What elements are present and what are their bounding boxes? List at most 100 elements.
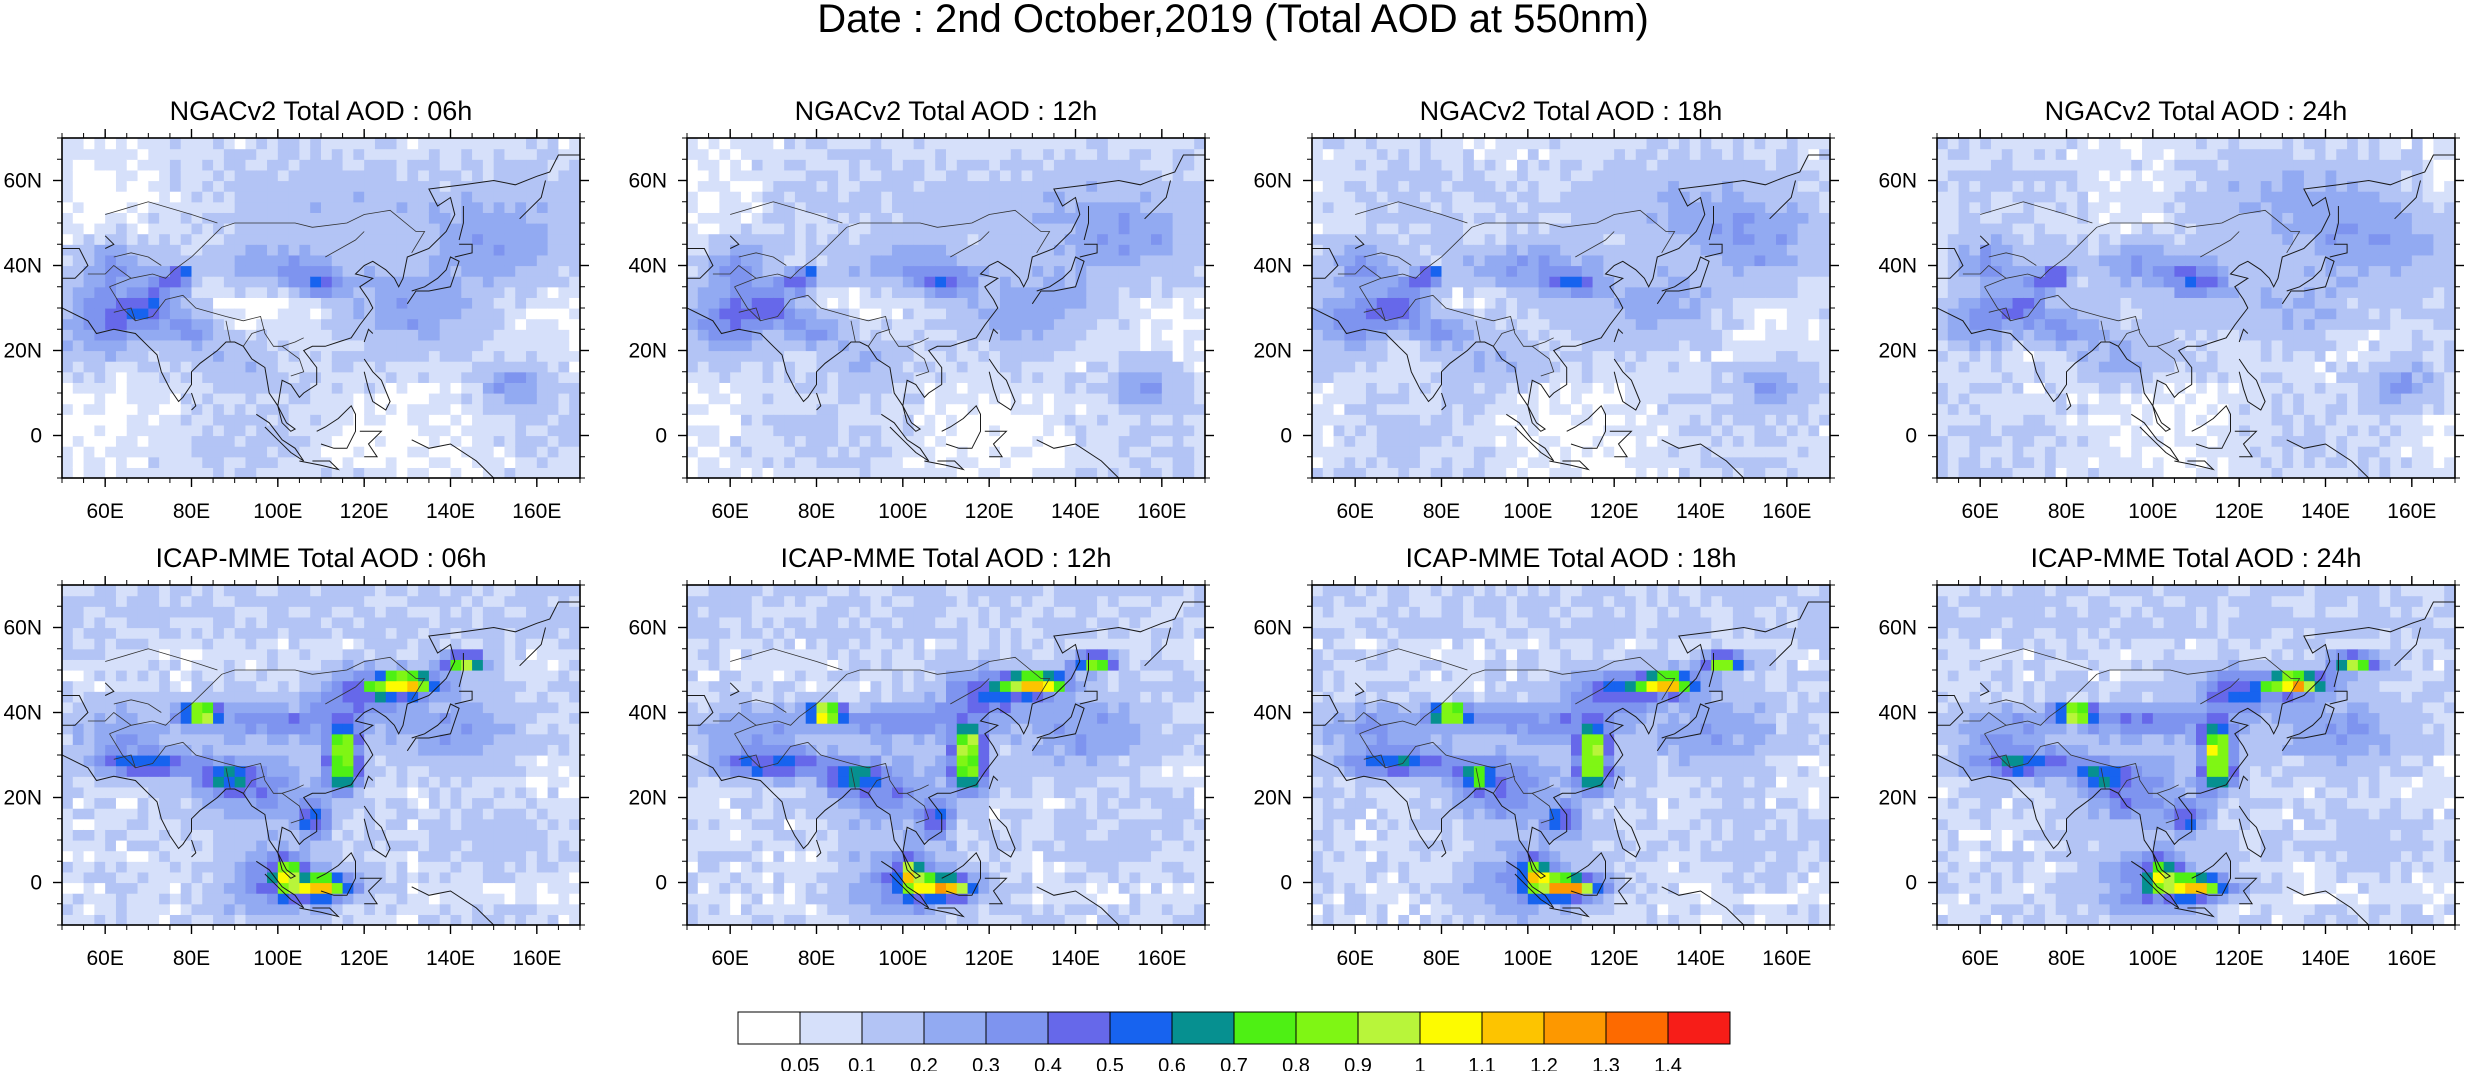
lon-tick-label: 100E <box>878 947 927 970</box>
colorbar-label: 0.7 <box>1220 1055 1248 1071</box>
lat-tick-label: 40N <box>3 255 42 278</box>
lon-tick-label: 120E <box>965 947 1014 970</box>
lat-tick-label: 60N <box>628 170 667 193</box>
country-borders <box>1962 648 2301 824</box>
lon-tick-label: 80E <box>2048 947 2085 970</box>
lon-tick-label: 100E <box>878 500 927 523</box>
lon-tick-label: 160E <box>1137 947 1186 970</box>
lon-tick-label: 160E <box>2387 500 2436 523</box>
colorbar-label: 0.6 <box>1158 1055 1186 1071</box>
aod-field <box>62 585 580 925</box>
map-panel-icap-mme-2: ICAP-MME Total AOD : 12h 60E 80E 100E 120E 14… <box>628 543 1214 970</box>
lat-tick-label: 60N <box>3 170 42 193</box>
colorbar-swatch <box>799 1011 863 1045</box>
lat-tick-label: 60N <box>1253 170 1292 193</box>
colorbar-label: 1 <box>1414 1055 1425 1071</box>
lat-tick-label: 20N <box>628 787 667 810</box>
lat-tick-label: 60N <box>628 617 667 640</box>
lat-tick-label: 0 <box>1905 425 1917 448</box>
colorbar-label: 1.3 <box>1592 1055 1620 1071</box>
lon-tick-label: 160E <box>512 500 561 523</box>
colorbar-swatch <box>737 1011 801 1045</box>
colorbar-swatch <box>1419 1011 1483 1045</box>
figure-title: Date : 2nd October,2019 (Total AOD at 55… <box>817 0 1649 41</box>
lon-tick-label: 140E <box>1676 947 1725 970</box>
lon-tick-label: 140E <box>426 500 475 523</box>
colorbar-label: 0.05 <box>781 1055 820 1071</box>
lon-tick-label: 140E <box>2301 947 2350 970</box>
map-panel-icap-mme-4: ICAP-MME Total AOD : 24h 60E 80E 100E 120E 14… <box>1878 543 2464 970</box>
panel-title: ICAP-MME Total AOD : 06h <box>155 543 486 573</box>
lat-tick-label: 0 <box>1905 872 1917 895</box>
colorbar: 0.05 0.1 0.2 0.3 0.4 0.5 0.6 0.7 0.8 0.9 1 1.1 1.2 1.… <box>737 1011 1731 1071</box>
lon-tick-label: 80E <box>173 500 210 523</box>
colorbar-label: 0.8 <box>1282 1055 1310 1071</box>
coastlines <box>62 154 580 478</box>
aod-field <box>1312 138 1830 478</box>
country-borders <box>1337 648 1676 824</box>
lat-tick-label: 20N <box>1253 787 1292 810</box>
map-panel-ngacv2-1: NGACv2 Total AOD : 06h 60E 80E 100E 120E 140E… <box>3 96 589 523</box>
lat-tick-label: 40N <box>3 702 42 725</box>
aod-field <box>687 585 1205 925</box>
aod-field <box>1937 138 2455 478</box>
aod-field <box>62 138 580 478</box>
country-borders <box>87 201 426 377</box>
country-borders <box>87 648 426 824</box>
panel-title: ICAP-MME Total AOD : 18h <box>1405 543 1736 573</box>
panel-title: ICAP-MME Total AOD : 24h <box>2030 543 2361 573</box>
colorbar-swatch <box>1481 1011 1545 1045</box>
lon-tick-label: 60E <box>711 947 748 970</box>
lat-tick-label: 60N <box>1878 617 1917 640</box>
lon-tick-label: 100E <box>253 500 302 523</box>
coastlines <box>687 154 1205 478</box>
lon-tick-label: 160E <box>2387 947 2436 970</box>
map-panel-icap-mme-3: ICAP-MME Total AOD : 18h 60E 80E 100E 120E 14… <box>1253 543 1839 970</box>
lon-tick-label: 120E <box>1590 500 1639 523</box>
lon-tick-label: 60E <box>86 500 123 523</box>
lat-tick-label: 60N <box>3 617 42 640</box>
lon-tick-label: 80E <box>1423 947 1460 970</box>
coastlines <box>1937 601 2455 925</box>
country-borders <box>1337 201 1676 377</box>
lon-tick-label: 80E <box>2048 500 2085 523</box>
lat-tick-label: 20N <box>1878 787 1917 810</box>
colorbar-swatch <box>1233 1011 1297 1045</box>
lon-tick-label: 80E <box>798 947 835 970</box>
lon-tick-label: 160E <box>1762 947 1811 970</box>
lon-tick-label: 120E <box>965 500 1014 523</box>
colorbar-label: 1.4 <box>1654 1055 1682 1071</box>
colorbar-swatch <box>1171 1011 1235 1045</box>
lat-tick-label: 20N <box>1878 340 1917 363</box>
lon-tick-label: 120E <box>2215 500 2264 523</box>
colorbar-swatch <box>923 1011 987 1045</box>
lat-tick-label: 40N <box>628 255 667 278</box>
map-panel-ngacv2-4: NGACv2 Total AOD : 24h 60E 80E 100E 120E 140E… <box>1878 96 2464 523</box>
lon-tick-label: 60E <box>1961 947 1998 970</box>
colorbar-swatch <box>1543 1011 1607 1045</box>
lon-tick-label: 120E <box>340 947 389 970</box>
lon-tick-label: 160E <box>512 947 561 970</box>
lon-tick-label: 140E <box>2301 500 2350 523</box>
colorbar-swatch <box>1109 1011 1173 1045</box>
colorbar-label: 0.3 <box>972 1055 1000 1071</box>
lon-tick-label: 80E <box>798 500 835 523</box>
country-borders <box>1962 201 2301 377</box>
lon-tick-label: 140E <box>1676 500 1725 523</box>
lat-tick-label: 0 <box>30 425 42 448</box>
coastlines <box>1312 154 1830 478</box>
lat-tick-label: 20N <box>3 340 42 363</box>
map-panels: NGACv2 Total AOD : 06h 60E 80E 100E 120E 140E… <box>3 96 2464 970</box>
panel-title: NGACv2 Total AOD : 06h <box>170 96 473 126</box>
lon-tick-label: 80E <box>173 947 210 970</box>
panel-title: NGACv2 Total AOD : 24h <box>2045 96 2348 126</box>
colorbar-swatch <box>1605 1011 1669 1045</box>
lon-tick-label: 140E <box>1051 947 1100 970</box>
lat-tick-label: 0 <box>1280 872 1292 895</box>
panel-title: ICAP-MME Total AOD : 12h <box>780 543 1111 573</box>
lon-tick-label: 100E <box>2128 500 2177 523</box>
colorbar-label: 1.1 <box>1468 1055 1496 1071</box>
lon-tick-label: 80E <box>1423 500 1460 523</box>
colorbar-label: 0.4 <box>1034 1055 1062 1071</box>
